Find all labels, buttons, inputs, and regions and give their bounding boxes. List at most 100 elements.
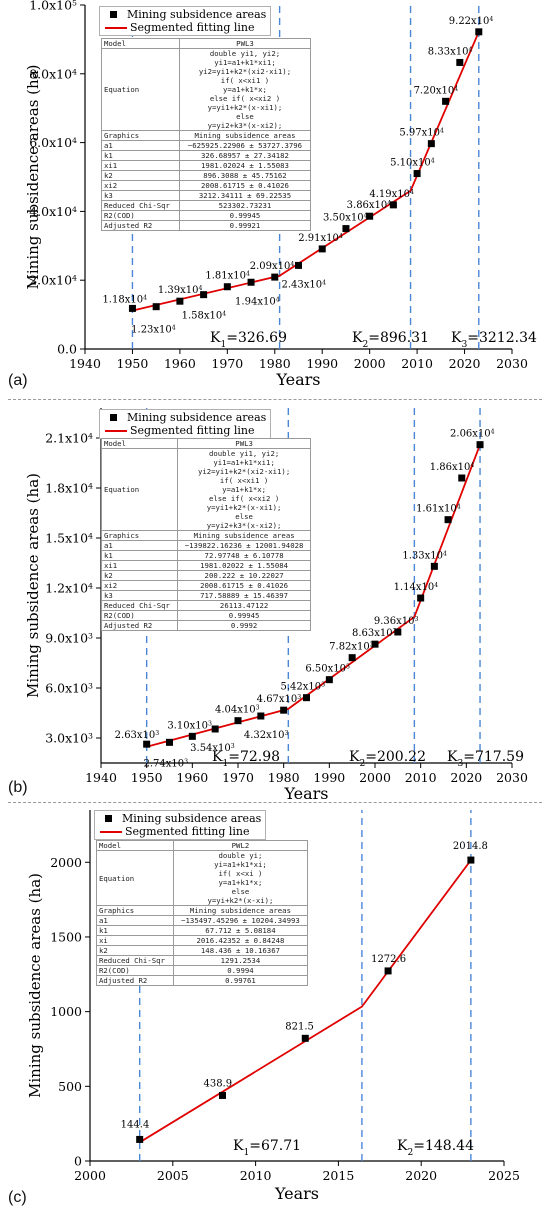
table-row: k3 717.58889 ± 15.46397 bbox=[100, 590, 311, 601]
x-tick-label: 1990 bbox=[306, 356, 338, 371]
data-point bbox=[218, 1091, 226, 1099]
data-point bbox=[476, 441, 484, 449]
table-key: Model bbox=[101, 38, 180, 49]
stat-value: 0.9992 bbox=[177, 620, 311, 631]
data-label: 9.36x103 bbox=[374, 616, 419, 628]
panel-label-a: (a) bbox=[8, 372, 28, 389]
data-point bbox=[430, 562, 438, 570]
data-label: 2014.8 bbox=[453, 841, 488, 852]
data-point bbox=[318, 245, 326, 253]
x-tick-label: 1970 bbox=[211, 356, 243, 371]
segmented-fitting-line bbox=[139, 859, 472, 1144]
data-label: 2.63x103 bbox=[115, 730, 160, 742]
y-tick-label: 1500 bbox=[50, 929, 82, 944]
x-tick-label: 1960 bbox=[164, 356, 196, 371]
panel-label-b: (b) bbox=[8, 779, 28, 796]
legend-line-label: Segmented fitting line bbox=[125, 825, 250, 838]
equation-line: else if( x<xi2 ) bbox=[208, 494, 280, 503]
legend-line-icon bbox=[105, 429, 127, 432]
legend-c: Mining subsidence areas Segmented fittin… bbox=[94, 810, 267, 840]
param-name: a1 bbox=[101, 140, 180, 151]
table-row: Graphics Mining subsidence areas bbox=[96, 905, 309, 916]
chart-a: 1940 1950 1960 1970 1980 1990 2000 2010 2020 2030… bbox=[24, 0, 537, 389]
stat-name: Adjusted R2 bbox=[100, 620, 179, 631]
data-point bbox=[366, 212, 374, 220]
table-row: k2 200.222 ± 10.22027 bbox=[100, 570, 311, 581]
slope-label: K3=717.59 bbox=[447, 749, 524, 769]
stat-name: R2(COD) bbox=[100, 610, 179, 621]
y-tick-label: 2.0x104 bbox=[29, 273, 77, 288]
data-point bbox=[271, 273, 279, 281]
x-tick-label: 2010 bbox=[240, 1168, 272, 1183]
data-label: 1.14x104 bbox=[394, 582, 439, 594]
data-point bbox=[176, 297, 184, 305]
equation-line: yi1=a1+k1*xi1; bbox=[214, 58, 276, 67]
panel-separator bbox=[8, 399, 542, 400]
data-label: 1.81x104 bbox=[205, 270, 250, 282]
data-point bbox=[152, 303, 160, 311]
legend-line-label: Segmented fitting line bbox=[130, 21, 255, 34]
chart-b: 1940 1950 1960 1970 1980 1990 2000 2010 2020 2030… bbox=[24, 408, 528, 803]
legend-marker-icon bbox=[110, 11, 117, 18]
stat-name: Adjusted R2 bbox=[101, 220, 180, 231]
equation-line: y=a1+k1*x; bbox=[222, 485, 267, 494]
y-tick-label: 6.0x103 bbox=[45, 681, 93, 696]
param-value: 1981.02024 ± 1.55083 bbox=[178, 160, 312, 171]
x-tick-label: 1970 bbox=[222, 770, 254, 785]
data-label: 2.09x104 bbox=[250, 261, 295, 273]
data-label: 1.39x104 bbox=[158, 285, 203, 297]
table-key: Equation bbox=[101, 48, 180, 131]
table-row: Equation double yi1, yi2; yi1=a1+k1*xi1; yi… bbox=[100, 448, 311, 531]
stat-value: 1291.2534 bbox=[172, 955, 309, 966]
data-label: 4.04x103 bbox=[215, 704, 260, 716]
legend-line-icon bbox=[100, 830, 122, 833]
data-point bbox=[128, 304, 136, 312]
data-label: 5.10x104 bbox=[390, 157, 435, 169]
table-row: k1 326.68957 ± 27.34182 bbox=[101, 150, 312, 161]
data-point bbox=[223, 283, 231, 291]
x-tick-label: 1990 bbox=[313, 770, 345, 785]
table-row: Model PWL2 bbox=[96, 840, 309, 851]
x-tick-label: 1980 bbox=[259, 356, 291, 371]
param-value: 148.436 ± 10.16367 bbox=[172, 945, 309, 956]
data-point bbox=[427, 140, 435, 148]
param-value: 1981.02022 ± 1.55084 bbox=[177, 560, 311, 571]
x-tick-label: 2020 bbox=[450, 770, 482, 785]
data-label: 6.50x103 bbox=[305, 663, 350, 675]
panel-separator bbox=[8, 802, 542, 803]
param-name: a1 bbox=[96, 915, 174, 926]
equation-line: double yi1, yi2; bbox=[208, 449, 280, 458]
equation-line: if( x<xi1 ) bbox=[219, 476, 269, 485]
equation-line: y=yi1+k2*(x-xi1); bbox=[207, 103, 283, 112]
legend-b: Mining subsidence areas Segmented fittin… bbox=[99, 409, 272, 439]
slope-label: K2=200.22 bbox=[349, 749, 426, 769]
table-row: Reduced Chi-Sqr 1291.2534 bbox=[96, 955, 309, 966]
equation-line: y=yi2+k3*(x-xi2); bbox=[206, 521, 282, 530]
x-axis-title: Years bbox=[283, 784, 328, 803]
data-label: 144.4 bbox=[121, 1119, 150, 1130]
slope-label: K1=67.71 bbox=[233, 1138, 301, 1158]
data-point bbox=[444, 516, 452, 524]
stat-name: Reduced Chi-Sqr bbox=[101, 200, 180, 211]
y-axis-title: Mining subsidence areas (ha) bbox=[24, 473, 42, 698]
x-tick-label: 2020 bbox=[449, 356, 481, 371]
table-row: Reduced Chi-Sqr 26113.47122 bbox=[100, 600, 311, 611]
stat-name: Reduced Chi-Sqr bbox=[100, 600, 179, 611]
data-point bbox=[413, 170, 421, 178]
data-label: 438.9 bbox=[203, 1078, 232, 1089]
model-value: PWL3 bbox=[177, 438, 311, 449]
equation-line: else bbox=[235, 512, 253, 521]
table-row: Model PWL3 bbox=[100, 438, 311, 449]
equation-line: y=a1+k1*x; bbox=[223, 85, 267, 94]
data-label: 1.86x104 bbox=[430, 462, 475, 474]
data-point bbox=[467, 856, 475, 864]
table-row: a1 −625925.22906 ± 53727.3796 bbox=[101, 140, 312, 151]
stat-value: 0.99945 bbox=[177, 610, 311, 621]
data-label: 7.82x103 bbox=[329, 641, 374, 653]
y-tick-label: 1.2x104 bbox=[45, 581, 93, 596]
y-tick-label: 500 bbox=[58, 1079, 82, 1094]
legend-marker-label: Mining subsidence areas bbox=[127, 8, 267, 21]
legend-line-label: Segmented fitting line bbox=[130, 424, 255, 437]
equation-line: if( x<xi ) bbox=[218, 869, 263, 878]
data-point bbox=[475, 28, 483, 36]
